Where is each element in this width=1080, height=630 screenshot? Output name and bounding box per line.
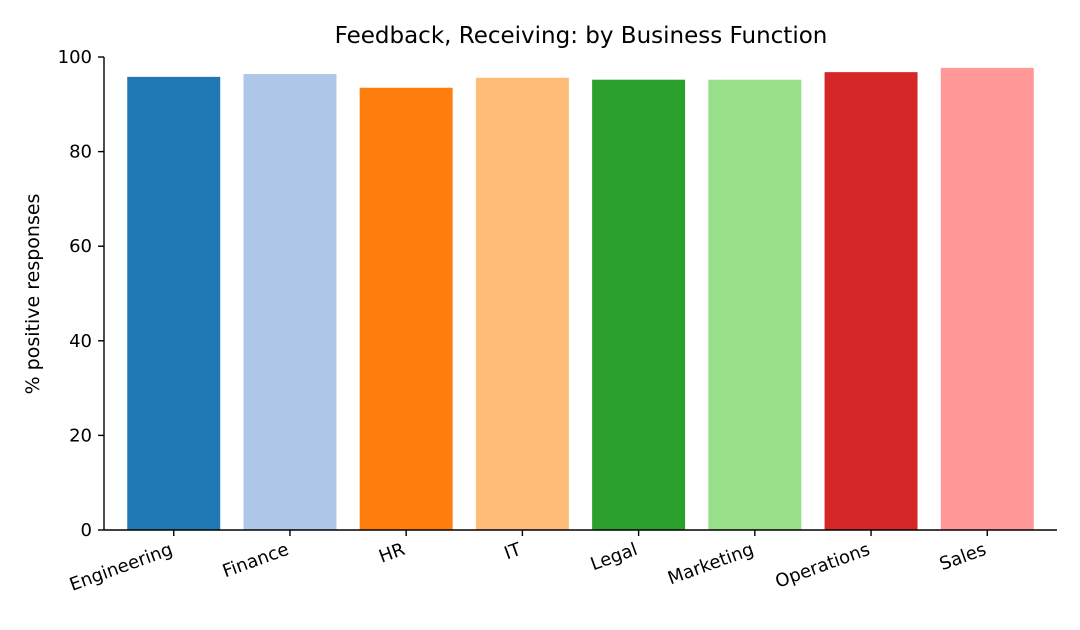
x-axis: Engineering Finance HR IT Legal Marketing Oper… xyxy=(67,529,1057,596)
bar-finance xyxy=(243,74,337,530)
x-tick-label: Marketing xyxy=(665,539,756,589)
x-tick-label: Sales xyxy=(937,539,989,575)
y-tick-label: 20 xyxy=(69,425,92,446)
x-tick-label: Finance xyxy=(220,539,292,582)
y-tick-label: 80 xyxy=(69,142,92,163)
chart-title: Feedback, Receiving: by Business Functio… xyxy=(335,23,828,49)
x-tick-label: Operations xyxy=(773,539,873,593)
bar-legal xyxy=(592,79,686,530)
x-tick-label: HR xyxy=(376,539,408,568)
x-tick-label: Engineering xyxy=(67,539,176,596)
y-tick-label: 0 xyxy=(81,520,92,541)
bar-operations xyxy=(824,72,918,531)
x-tick-label: Legal xyxy=(588,539,641,575)
bar-marketing xyxy=(708,79,802,530)
bar-it xyxy=(475,77,569,530)
y-tick-label: 60 xyxy=(69,236,92,257)
bar-engineering xyxy=(127,76,221,530)
y-axis-label: % positive responses xyxy=(22,194,44,395)
bar-hr xyxy=(359,87,453,531)
bar-sales xyxy=(940,67,1034,530)
x-tick-label: IT xyxy=(502,539,525,565)
bars-group xyxy=(127,67,1034,531)
y-axis: 0 20 40 60 80 100 xyxy=(58,47,105,541)
y-tick-label: 100 xyxy=(58,47,92,68)
y-tick-label: 40 xyxy=(69,331,92,352)
